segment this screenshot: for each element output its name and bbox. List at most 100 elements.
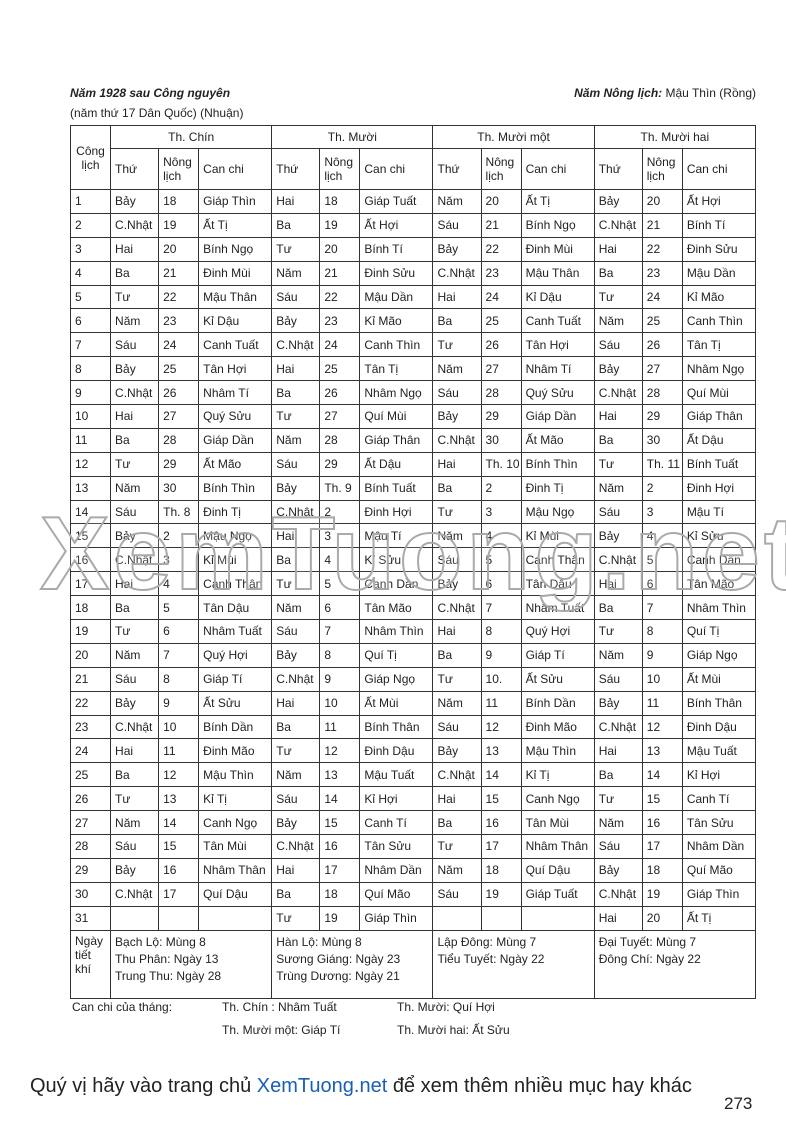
weekday: Sáu <box>432 547 482 573</box>
lunar-day: 11 <box>319 714 361 740</box>
lunar-day: 11 <box>641 690 683 716</box>
can-chi: Quý Hợi <box>520 619 595 644</box>
can-chi: Kỉ Mão <box>359 308 434 334</box>
month-header: Th. Mười hai <box>593 125 757 149</box>
can-chi: Bính Thìn <box>520 451 595 477</box>
weekday: Sáu <box>110 499 160 525</box>
weekday: Năm <box>593 308 643 334</box>
lunar-day: 18 <box>158 189 200 214</box>
can-chi: Bính Ngọ <box>520 212 595 238</box>
weekday: Bảy <box>110 356 160 382</box>
solar-day: 22 <box>69 690 112 716</box>
footer-month: Th. Mười một: Giáp Tí <box>222 1023 341 1037</box>
solar-term: Thu Phân: Ngày 13 <box>115 951 219 966</box>
can-chi: Giáp Ngọ <box>681 642 757 668</box>
day-row: 10 Hai 27 Quý Sửu Tư 27 Quí Mùi Bảy 29 Giáp Dần Ha… <box>69 404 757 429</box>
can-chi: Canh Tuất <box>520 308 595 334</box>
lunar-day: 14 <box>158 810 200 836</box>
day-row: 26 Tư 13 Kỉ Tị Sáu 14 Kỉ Hợi Hai 15 Canh Ngọ Tư 15 C… <box>69 786 757 812</box>
solar-day: 3 <box>69 236 112 262</box>
sub-header: Thứ <box>271 148 321 190</box>
can-chi: Canh Tuất <box>198 332 273 358</box>
weekday: Hai <box>110 571 160 597</box>
lunar-day: 18 <box>319 881 361 907</box>
lunar-day: 17 <box>641 834 683 859</box>
can-chi: Đinh Hợi <box>681 475 757 501</box>
weekday: Sáu <box>271 284 321 310</box>
day-row: 7 Sáu 24 Canh Tuất C.Nhật 24 Canh Thìn Tư 26 Tân … <box>69 332 757 358</box>
can-chi: Đinh Dậu <box>359 738 434 764</box>
weekday: C.Nhật <box>110 714 160 740</box>
can-chi: Quí Mão <box>681 857 757 883</box>
lunar-day: 7 <box>319 619 361 644</box>
solar-term: Tiểu Tuyết: Ngày 22 <box>437 951 545 966</box>
can-chi: Kỉ Dậu <box>520 284 595 310</box>
can-chi: Nhâm Ngọ <box>681 356 757 382</box>
can-chi: Giáp Thìn <box>681 881 757 907</box>
weekday: Sáu <box>432 380 482 406</box>
can-chi: Tân Mão <box>681 571 757 597</box>
lunar-day: 23 <box>641 260 683 286</box>
can-chi: Ất Tị <box>198 212 273 238</box>
footer-month: Th. Mười: Quí Hợi <box>397 1000 495 1014</box>
weekday: Bảy <box>110 690 160 716</box>
lunar-day: 12 <box>319 738 361 764</box>
can-chi: Kỉ Dậu <box>198 308 273 334</box>
lunar-day: 21 <box>641 212 683 238</box>
can-chi: Canh Tí <box>359 810 434 836</box>
weekday: Hai <box>593 905 643 931</box>
lunar-day: 30 <box>480 427 522 453</box>
can-chi: Kỉ Hợi <box>681 762 757 788</box>
weekday: Ba <box>432 810 482 836</box>
can-chi: Tân Tị <box>359 356 434 382</box>
weekday: Hai <box>271 690 321 716</box>
banner-text: để xem thêm nhiều mục hay khác <box>392 1075 692 1097</box>
lunar-day: 16 <box>158 857 200 883</box>
weekday: C.Nhật <box>110 547 160 573</box>
month-header: Th. Mười <box>271 125 434 149</box>
weekday: Ba <box>110 260 160 286</box>
weekday: Hai <box>593 738 643 764</box>
lunar-day: 27 <box>641 356 683 382</box>
weekday: Hai <box>110 236 160 262</box>
lunar-day: 29 <box>641 404 683 429</box>
month-header: Th. Mười một <box>432 125 595 149</box>
lunar-day: 13 <box>158 786 200 812</box>
lunar-day: 3 <box>641 499 683 525</box>
weekday: Ba <box>432 308 482 334</box>
can-chi: Nhâm Thìn <box>359 619 434 644</box>
weekday: Sáu <box>593 666 643 692</box>
banner-link[interactable]: XemTuong.net <box>256 1075 388 1097</box>
weekday: Năm <box>432 189 482 214</box>
weekday: Bảy <box>593 189 643 214</box>
can-chi: Đinh Mùi <box>198 260 273 286</box>
can-chi: Ất Dậu <box>681 427 757 453</box>
lunar-day: 15 <box>480 786 522 812</box>
lunar-day: 23 <box>319 308 361 334</box>
weekday: Tư <box>271 905 321 931</box>
lunar-day: 16 <box>319 834 361 859</box>
can-chi: Bính Dần <box>520 690 595 716</box>
solar-day: 7 <box>69 332 112 358</box>
can-chi: Đinh Mão <box>520 714 595 740</box>
can-chi: Mậu Thân <box>198 284 273 310</box>
solar-day: 30 <box>69 881 112 907</box>
weekday: Năm <box>593 810 643 836</box>
can-chi: Kỉ Hợi <box>359 786 434 812</box>
can-chi: Giáp Tuất <box>520 881 595 907</box>
can-chi: Kỉ Mùi <box>198 547 273 573</box>
sub-header: Nông lịch <box>158 148 200 190</box>
weekday: Năm <box>271 260 321 286</box>
lunar-day: 6 <box>158 619 200 644</box>
solar-day: 23 <box>69 714 112 740</box>
lunar-day: 26 <box>641 332 683 358</box>
solar-terms-cell: Đại Tuyết: Mùng 7 Đông Chí: Ngày 22 <box>593 929 757 999</box>
solar-day: 6 <box>69 308 112 334</box>
calendar-table: Công lịch Th. Chín Th. Mười Th. Mười một Th.… <box>69 125 757 999</box>
month-header: Th. Chín <box>110 125 273 149</box>
weekday: Bảy <box>593 356 643 382</box>
weekday: Ba <box>110 762 160 788</box>
weekday <box>432 905 482 931</box>
lunar-day: 20 <box>641 905 683 931</box>
lunar-day: 25 <box>641 308 683 334</box>
